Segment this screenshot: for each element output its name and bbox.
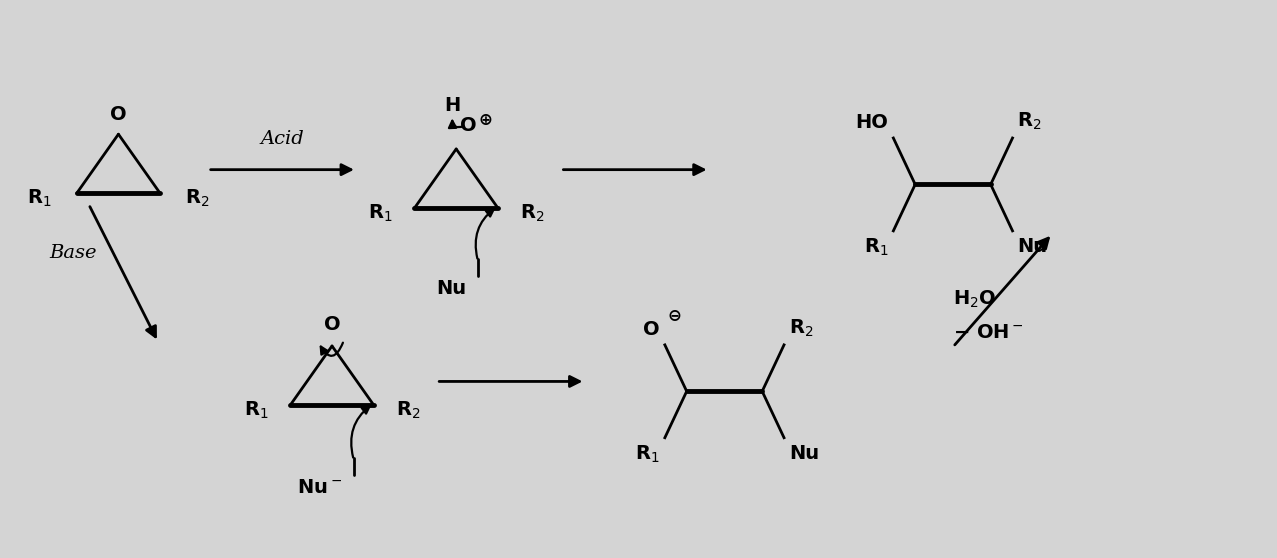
- Text: Nu: Nu: [435, 279, 466, 298]
- Text: R$_2$: R$_2$: [1018, 111, 1042, 132]
- Text: R$_1$: R$_1$: [635, 444, 660, 465]
- Text: Acid: Acid: [261, 130, 304, 148]
- Text: R$_2$: R$_2$: [185, 187, 209, 209]
- Text: Nu: Nu: [1018, 237, 1047, 256]
- Text: R$_1$: R$_1$: [368, 203, 392, 224]
- Text: R$_2$: R$_2$: [520, 203, 544, 224]
- Text: Base: Base: [49, 244, 96, 262]
- Text: R$_2$: R$_2$: [396, 400, 420, 421]
- Text: ⊖: ⊖: [668, 307, 682, 325]
- Text: − OH$^-$: − OH$^-$: [953, 323, 1024, 341]
- Text: R$_1$: R$_1$: [863, 237, 889, 258]
- Text: ⊕: ⊕: [478, 111, 492, 129]
- Text: R$_2$: R$_2$: [789, 318, 813, 339]
- Text: O: O: [460, 116, 476, 135]
- Text: O: O: [644, 320, 660, 339]
- Text: O: O: [110, 105, 126, 124]
- Text: Nu$^-$: Nu$^-$: [296, 478, 342, 497]
- Text: R$_1$: R$_1$: [27, 187, 52, 209]
- Text: O: O: [323, 315, 341, 334]
- Text: Nu: Nu: [789, 444, 819, 463]
- Text: HO: HO: [856, 113, 889, 132]
- Text: H$_2$O: H$_2$O: [953, 289, 996, 310]
- Text: H: H: [444, 97, 460, 116]
- Text: R$_1$: R$_1$: [244, 400, 268, 421]
